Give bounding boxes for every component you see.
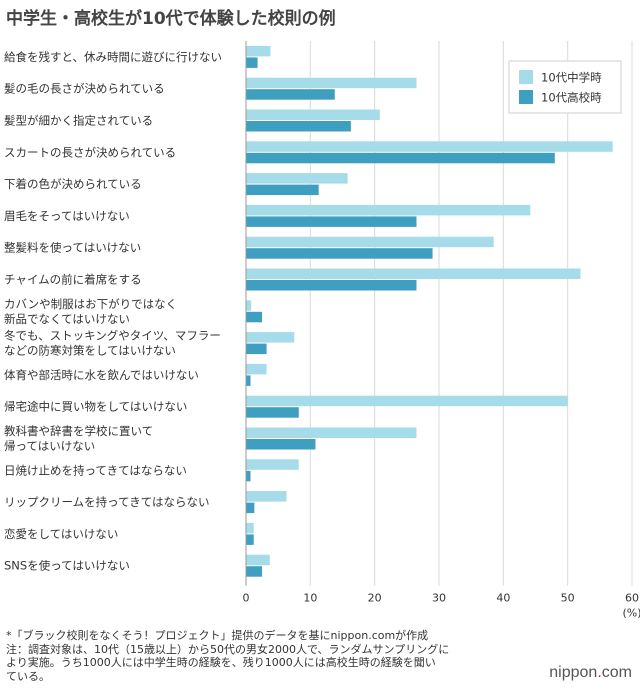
brand-suffix: com	[601, 664, 632, 681]
bar-junior-high	[246, 300, 252, 311]
bar-junior-high	[246, 363, 267, 375]
bar-junior-high	[246, 109, 380, 120]
bar-junior-high	[246, 554, 270, 566]
bar-junior-high	[246, 491, 287, 502]
legend-swatch	[519, 70, 533, 84]
category-label: 下着の色が決められている	[4, 177, 142, 191]
bar-junior-high	[246, 332, 295, 343]
bar-junior-high	[246, 427, 417, 438]
bar-high-school	[246, 152, 555, 164]
source-note: *「ブラック校則をなくそう！プロジェクト」提供のデータを基にnippon.com…	[6, 629, 429, 642]
bar-junior-high	[246, 173, 348, 184]
category-label: 冬でも、ストッキングやタイツ、マフラーなどの防寒対策をしてはいけない	[4, 329, 221, 358]
bar-high-school	[246, 280, 417, 291]
bar-high-school	[246, 343, 267, 355]
bar-high-school	[246, 566, 263, 577]
bar-high-school	[246, 184, 319, 196]
bar-high-school	[246, 534, 254, 545]
bar-junior-high	[246, 236, 494, 248]
bar-junior-high	[246, 395, 568, 407]
category-label: 髪の毛の長さが決められている	[4, 82, 165, 96]
category-label: 体育や部活時に水を飲んではいけない	[4, 368, 199, 382]
legend-label: 10代中学時	[541, 71, 602, 85]
bar-high-school	[246, 375, 251, 386]
category-label: カバンや制服はお下がりではなく新品でなくてはいけない	[4, 297, 177, 326]
bar-high-school	[246, 502, 255, 514]
bar-junior-high	[246, 268, 581, 279]
x-tick-label: 30	[432, 592, 446, 605]
bar-high-school	[246, 57, 258, 68]
chart-title: 中学生・高校生が10代で体験した校則の例	[6, 9, 336, 29]
category-label: 日焼け止めを持ってきてはならない	[4, 463, 187, 477]
legend-swatch	[519, 90, 533, 104]
x-tick-label: 0	[243, 592, 250, 605]
category-label: スカートの長さが決められている	[4, 145, 176, 159]
bar-high-school	[246, 216, 417, 227]
category-label: SNSを使ってはいけない	[4, 559, 130, 573]
footnotes: *「ブラック校則をなくそう！プロジェクト」提供のデータを基にnippon.com…	[6, 629, 526, 683]
category-label: 帰宅途中に買い物をしてはいけない	[4, 400, 187, 414]
brand-prefix: nippon	[549, 664, 598, 681]
x-tick-label: 40	[496, 592, 510, 605]
category-label: 眉毛をそってはいけない	[4, 209, 130, 223]
bar-junior-high	[246, 77, 417, 89]
bar-high-school	[246, 311, 263, 323]
legend-box	[508, 60, 622, 114]
bar-junior-high	[246, 459, 299, 470]
category-label: 給食を残すと、休み時間に遊びに行けない	[4, 50, 222, 64]
bar-high-school	[246, 121, 351, 132]
category-label: チャイムの前に着席をする	[4, 273, 142, 287]
bar-junior-high	[246, 45, 271, 57]
bar-high-school	[246, 470, 251, 482]
category-label: リップクリームを持ってきてはならない	[4, 495, 210, 509]
x-tick-label: 50	[561, 592, 575, 605]
nippon-com-logo: nippon.com	[549, 664, 632, 682]
category-label: 整髪料を使ってはいけない	[4, 241, 141, 255]
brand-dot: .	[597, 664, 602, 681]
x-tick-label: 20	[368, 592, 382, 605]
bar-high-school	[246, 439, 316, 450]
bar-high-school	[246, 248, 433, 259]
bar-junior-high	[246, 204, 531, 216]
bar-high-school	[246, 89, 335, 100]
survey-note: 注：調査対象は、10代（15歳以上）から50代の男女2000人で、ランダムサンプ…	[6, 642, 450, 683]
category-label: 髪型が細かく指定されている	[4, 114, 153, 128]
category-label: 恋愛をしてはいけない	[4, 527, 118, 541]
legend-label: 10代高校時	[541, 91, 602, 105]
category-label: 教科書や辞書を学校に置いて帰ってはいけない	[4, 424, 153, 453]
x-tick-label: 10	[303, 592, 317, 605]
bar-high-school	[246, 407, 299, 418]
bar-junior-high	[246, 522, 254, 534]
bar-junior-high	[246, 141, 613, 152]
x-unit-label: (%)	[622, 607, 640, 620]
x-tick-label: 60	[625, 592, 639, 605]
